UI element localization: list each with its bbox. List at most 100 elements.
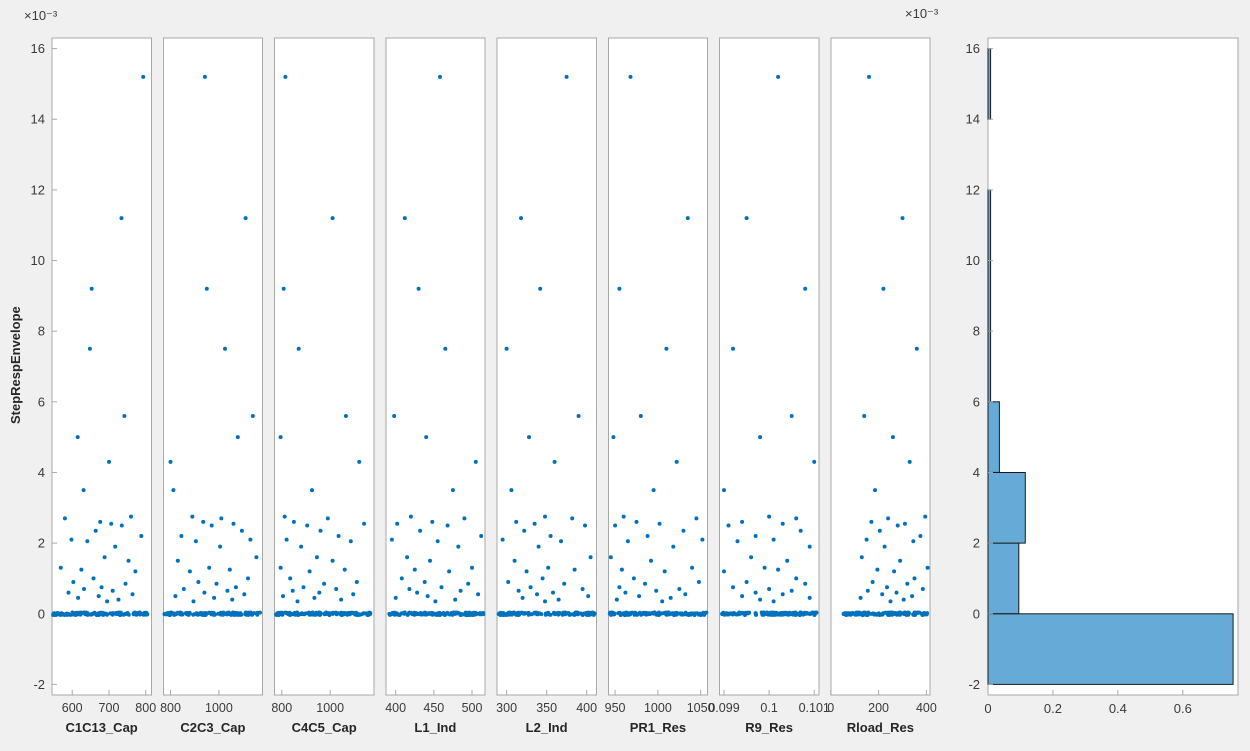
scatter-panel-C2C3_Cap: 800 1000 C2C3_Cap [160,37,263,735]
baseline-cluster [607,610,709,618]
scatter-panel-C1C13_Cap: 600 700 800 C1C13_Cap [51,37,156,735]
histogram-bar [987,613,1234,685]
svg-text:8: 8 [38,324,45,339]
x-tick-label: 350 [536,701,557,715]
panel-label: Rload_Res [847,720,914,735]
svg-text:6: 6 [38,394,45,409]
x-tick-label: 1000 [316,701,344,715]
svg-text:-2: -2 [33,677,45,692]
x-tick-label: 400 [385,701,406,715]
baseline-cluster [387,610,486,617]
scatter-panel-L2_Ind: 300 350 400 L2_Ind [496,37,597,735]
x-tick-label: 0.4 [1109,701,1127,716]
scatter-points [608,74,705,604]
svg-text:12: 12 [966,182,980,197]
scatter-points [389,74,484,604]
x-tick-label: 1050 [687,701,715,715]
histogram-bar [987,330,992,403]
x-tick-label: 300 [496,701,517,715]
svg-text:4: 4 [38,465,45,480]
x-tick-label: 600 [62,701,83,715]
panel-axes-box [496,37,597,696]
x-tick-label: 0.1 [760,701,777,715]
scatter-points [278,74,367,604]
baseline-cluster [841,610,930,618]
x-tick-label: 0.2 [1044,701,1062,716]
panel-axes-box [830,37,931,696]
svg-text:14: 14 [966,112,980,127]
x-tick-label: 0 [827,701,834,715]
y-exponent-right: ×10⁻³ [905,6,939,21]
y-tick-labels-right: 16 14 12 10 8 6 4 2 0 -2 [966,41,980,692]
y-tick-labels-left: 16 14 12 10 8 6 4 2 0 -2 [31,41,45,692]
panel-label: L2_Ind [526,720,568,735]
svg-text:2: 2 [973,536,980,551]
svg-text:0: 0 [973,606,980,621]
histogram-bar [987,260,992,332]
x-tick-label: 800 [135,701,156,715]
x-tick-label: 0.6 [1174,701,1192,716]
x-tick-label: 1000 [205,701,233,715]
svg-text:2: 2 [38,536,45,551]
x-tick-label: 400 [576,701,597,715]
baseline-cluster [274,610,373,617]
panel-axes-box [274,37,375,696]
svg-text:8: 8 [973,324,980,339]
panel-label: C4C5_Cap [292,720,357,735]
x-tick-label: 1000 [644,701,672,715]
panel-label: C1C13_Cap [65,720,137,735]
svg-text:0: 0 [38,606,45,621]
panel-label: R9_Res [745,720,793,735]
x-tick-label: 450 [423,701,444,715]
baseline-cluster [51,610,150,617]
panel-axes-box [162,37,263,696]
x-tick-label: 0 [984,701,991,716]
histogram-bar [987,401,1000,473]
histogram-panel: 0 0.2 0.4 0.6 [984,37,1239,716]
x-tick-label: 950 [605,701,626,715]
scatter-panel-L1_Ind: 400 450 500 L1_Ind [385,37,486,735]
panel-label: C2C3_Cap [180,720,245,735]
scatter-points [58,74,146,604]
histogram-axes-box [987,37,1239,696]
histogram-bar [987,472,1026,544]
panel-axes-box [385,37,486,696]
histogram-bar [987,542,1020,615]
x-tick-label: 800 [271,701,292,715]
svg-text:4: 4 [973,465,980,480]
svg-text:10: 10 [966,253,980,268]
svg-text:16: 16 [31,41,45,56]
scatter-points [500,74,593,604]
x-tick-label: 400 [916,701,937,715]
panel-axes-box [719,37,820,696]
svg-text:14: 14 [31,112,45,127]
panel-label: PR1_Res [630,720,686,735]
histogram-bar [987,189,992,261]
svg-text:-2: -2 [968,677,980,692]
baseline-cluster [496,610,597,617]
x-tick-label: 200 [868,701,889,715]
y-exponent-left: ×10⁻³ [24,8,58,23]
svg-text:12: 12 [31,182,45,197]
baseline-cluster [720,610,819,617]
x-tick-label: 0.099 [708,701,739,715]
x-tick-label: 0.101 [799,701,830,715]
scatter-points [858,74,930,604]
svg-text:16: 16 [966,41,980,56]
panel-axes-box [51,37,152,696]
svg-text:10: 10 [31,253,45,268]
x-tick-label: 800 [160,701,181,715]
histogram-bar [987,48,992,120]
panel-axes-box [607,37,708,696]
panel-label: L1_Ind [414,720,456,735]
scatter-points [168,74,259,604]
x-tick-label: 700 [99,701,120,715]
svg-text:6: 6 [973,394,980,409]
scatter-panel-C4C5_Cap: 800 1000 C4C5_Cap [271,37,375,735]
x-tick-label: 500 [462,701,483,715]
scatter-panel-R9_Res: 0.099 0.1 0.101 R9_Res [708,37,830,735]
